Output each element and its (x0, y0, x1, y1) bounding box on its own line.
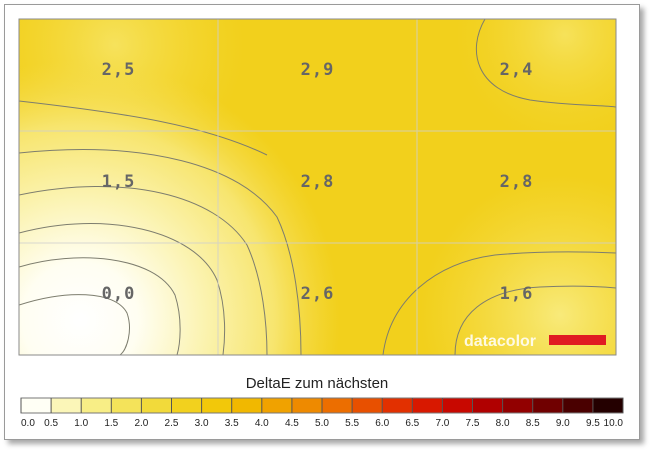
brand-text: datacolor (464, 333, 536, 350)
contour-line (19, 186, 268, 355)
colorbar-tick-label: 0.0 (21, 418, 35, 429)
plot-border (18, 18, 617, 356)
colorbar-tick-label: 5.5 (345, 418, 359, 429)
colorbar-segment (21, 398, 52, 413)
colorbar-tick-label: 9.0 (556, 418, 570, 429)
heatmap-plot: 2,5 2,9 2,4 1,5 2,8 2,8 0,0 2,6 1,6 datacolor (19, 19, 616, 355)
cell-value-label: 2,6 (301, 284, 335, 304)
colorbar-tick-label: 4.0 (255, 418, 269, 429)
colorbar-tick-label: 6.0 (375, 418, 389, 429)
contour-line (19, 149, 302, 355)
colorbar-segment (562, 398, 594, 413)
contour-line (19, 100, 268, 156)
colorbar-segment (171, 398, 203, 413)
contour-line (19, 257, 181, 355)
colorbar-segment (352, 398, 383, 413)
brand-watermark: datacolor (464, 333, 606, 350)
colorbar-segment (592, 398, 624, 413)
contour-line (475, 19, 616, 108)
colorbar-tick-label: 3.5 (225, 418, 239, 429)
colorbar-segment (472, 398, 504, 413)
contour-lines (19, 19, 616, 355)
cell-value-label: 2,9 (301, 60, 335, 80)
contour-line (19, 223, 226, 355)
colorbar-tick-label: 2.0 (134, 418, 148, 429)
colorbar-tick-label: 4.5 (285, 418, 299, 429)
colorbar-tick-label: 1.0 (74, 418, 88, 429)
colorbar-tick-label: 8.0 (496, 418, 510, 429)
colorbar-title: DeltaE zum nächsten (246, 375, 389, 392)
colorbar-segment (382, 398, 413, 413)
colorbar-segment (322, 398, 353, 413)
colorbar-tick-label: 1.5 (104, 418, 118, 429)
contour-line (454, 285, 616, 355)
brand-bar (549, 335, 606, 345)
contour-line (19, 294, 130, 355)
colorbar-tick-label: 2.5 (165, 418, 179, 429)
colorbar-segment (81, 398, 112, 413)
colorbar-tick-label: 10.0 (604, 418, 624, 429)
cell-value-label: 2,5 (102, 60, 136, 80)
colorbar-tick-label: 7.5 (466, 418, 480, 429)
colorbar-tick-label: 9.5 (586, 418, 600, 429)
colorbar: 0.0 0.5 1.0 1.5 2.0 2.5 3.0 3.5 4.0 4.5 5.0 5.5 6.0 6… (20, 397, 624, 429)
cell-value-label: 2,8 (301, 172, 335, 192)
colorbar-segment (261, 398, 293, 413)
cell-value-label: 2,4 (500, 60, 534, 80)
contour-line (382, 251, 616, 355)
grid-lines (19, 19, 616, 355)
colorbar-tick-label: 8.5 (526, 418, 540, 429)
colorbar-segment (231, 398, 263, 413)
colorbar-tick-label: 0.5 (44, 418, 58, 429)
colorbar-segment (291, 398, 323, 413)
cell-value-label: 1,5 (102, 172, 136, 192)
chart-svg: 2,5 2,9 2,4 1,5 2,8 2,8 0,0 2,6 1,6 datacolor De… (18, 18, 624, 429)
colorbar-tick-label: 6.5 (405, 418, 419, 429)
colorbar-tick-label: 7.0 (435, 418, 449, 429)
cell-value-label: 1,6 (500, 284, 534, 304)
colorbar-segment (201, 398, 233, 413)
colorbar-segment (111, 398, 142, 413)
colorbar-tick-label: 3.0 (195, 418, 209, 429)
colorbar-segment (141, 398, 172, 413)
colorbar-tick-label: 5.0 (315, 418, 329, 429)
cell-value-label: 2,8 (500, 172, 534, 192)
colorbar-segment (532, 398, 564, 413)
cell-value-label: 0,0 (102, 284, 136, 304)
colorbar-segment (412, 398, 443, 413)
colorbar-segment (442, 398, 473, 413)
chart-frame: 2,5 2,9 2,4 1,5 2,8 2,8 0,0 2,6 1,6 datacolor De… (4, 4, 640, 440)
colorbar-segment (502, 398, 534, 413)
colorbar-segment (51, 398, 82, 413)
cell-labels: 2,5 2,9 2,4 1,5 2,8 2,8 0,0 2,6 1,6 (102, 60, 534, 304)
